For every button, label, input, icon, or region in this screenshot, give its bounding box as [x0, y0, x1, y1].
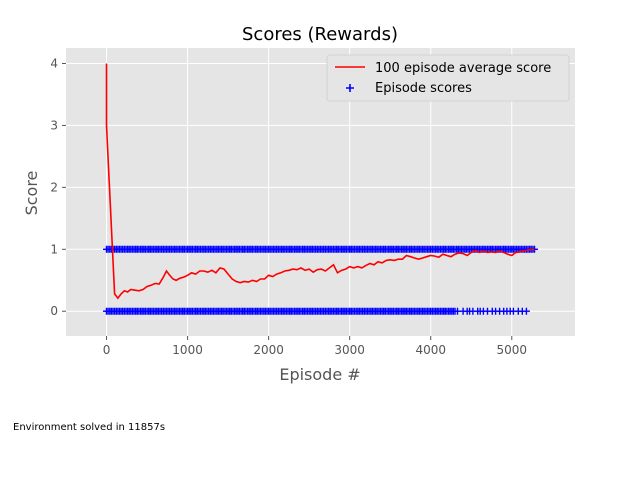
- environment-solved-note: Environment solved in 11857s: [13, 422, 166, 433]
- average-score-line: [105, 63, 535, 300]
- y-tick-label: 1: [50, 242, 58, 256]
- x-tick-label: 4000: [415, 343, 446, 357]
- y-tick-label: 0: [50, 304, 58, 318]
- legend-plus-swatch: [346, 84, 354, 92]
- x-tick-label: 2000: [253, 343, 284, 357]
- y-tick-label: 2: [50, 180, 58, 194]
- y-axis-label: Score: [22, 171, 41, 216]
- x-tick-label: 5000: [497, 343, 528, 357]
- legend: 100 episode average score Episode scores: [326, 54, 570, 102]
- y-tick-label: 3: [50, 118, 58, 132]
- y-tick-label: 4: [50, 56, 58, 70]
- legend-entry-episode: Episode scores: [375, 81, 472, 96]
- legend-box: [326, 54, 570, 102]
- legend-entry-average: 100 episode average score: [375, 61, 551, 76]
- x-axis-ticks: 0 1000 2000 3000 4000 5000: [103, 336, 527, 357]
- episode-scores-series: [103, 245, 538, 315]
- x-tick-label: 3000: [334, 343, 365, 357]
- chart-title: Scores (Rewards): [242, 24, 398, 45]
- x-axis-label: Episode #: [279, 365, 360, 384]
- x-tick-label: 0: [103, 343, 111, 357]
- episode-score-point: [522, 307, 530, 315]
- x-tick-label: 1000: [172, 343, 203, 357]
- y-axis-ticks: 0 1 2 3 4: [50, 56, 66, 318]
